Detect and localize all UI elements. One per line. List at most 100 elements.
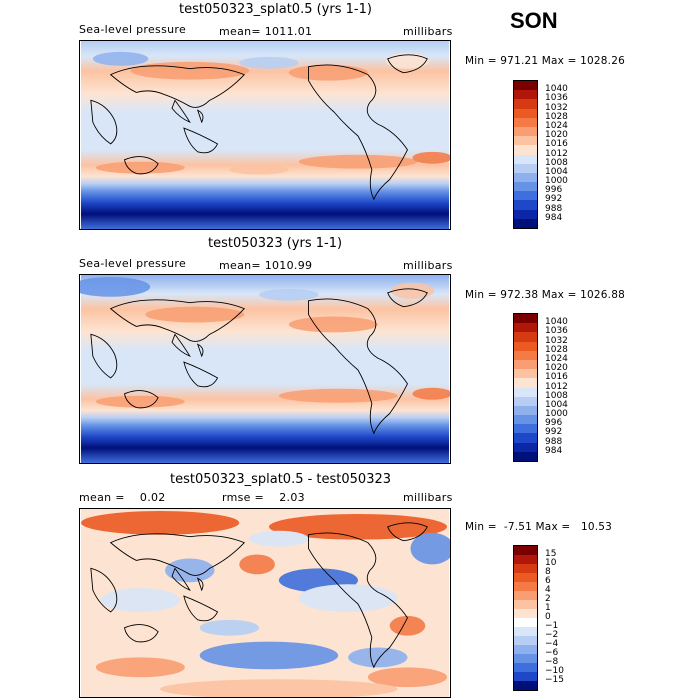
panel-1-colorbar-label: 1008: [545, 157, 568, 168]
panel-2-colorbar-label: 1000: [545, 409, 568, 420]
panel-1-colorbar-label: 1004: [545, 166, 568, 177]
panel-1-variable-label: Sea-level pressure: [79, 23, 187, 36]
panel-2-colorbar-swatch: [514, 314, 537, 324]
panel-1-colorbar-label: 992: [545, 194, 563, 205]
panel-1-mean-label: mean= 1011.01: [219, 25, 313, 38]
panel-3-colorbar-label: 0: [545, 612, 551, 622]
panel-3-colorbar-label: 8: [545, 567, 551, 577]
panel-1-contour-field: [80, 41, 450, 229]
panel-2-colorbar-swatch: [514, 415, 537, 425]
panel-1-colorbar-swatch: [514, 81, 537, 91]
panel-1-colorbar-label: 1028: [545, 111, 568, 122]
panel-3-colorbar-label: 6: [545, 576, 551, 586]
panel-2-mean-label: mean= 1010.99: [219, 259, 313, 272]
panel-3-colorbar-swatch: [514, 636, 537, 645]
panel-3-minmax: Min = -7.51 Max = 10.53: [465, 521, 613, 533]
panel-1-colorbar-label: 1040: [545, 84, 568, 95]
panel-1-title: test050323_splat0.5 (yrs 1-1): [179, 2, 372, 17]
panel-3-colorbar-swatch: [514, 681, 537, 690]
panel-2-colorbar-label: 1004: [545, 399, 568, 410]
panel-1-colorbar-swatch: [514, 108, 537, 118]
panel-3-colorbar-label: 15: [545, 549, 557, 559]
panel-2-colorbar-swatch: [514, 405, 537, 416]
panel-3-contour-field: [80, 509, 450, 697]
panel-1-colorbar-swatch: [514, 209, 537, 219]
panel-3-colorbar-swatch: [514, 663, 537, 672]
panel-3-colorbar-label: −10: [545, 666, 564, 676]
panel-3-colorbar-swatch: [514, 627, 537, 636]
panel-1-colorbar-swatch: [514, 191, 537, 201]
panel-2-colorbar-label: 1036: [545, 326, 568, 337]
panel-1-colorbar-swatch: [514, 117, 537, 127]
panel-2-colorbar-swatch: [514, 369, 537, 379]
panel-3-colorbar-label: −6: [545, 648, 559, 658]
panel-1-colorbar-swatch: [514, 99, 537, 109]
panel-3-colorbar-swatch: [514, 645, 537, 654]
panel-1-colorbar-swatch: [514, 145, 537, 155]
panel-1-colorbar-label: 984: [545, 212, 563, 223]
panel-3-mean-label: mean = 0.02: [79, 491, 166, 504]
panel-2-colorbar-swatch: [514, 424, 537, 434]
panel-3-colorbar-swatch: [514, 555, 537, 564]
panel-2-map: [79, 274, 451, 464]
panel-2-colorbar-label: 1028: [545, 344, 568, 355]
panel-2-colorbar-swatch: [514, 323, 537, 333]
panel-1-colorbar-label: 1032: [545, 102, 568, 113]
panel-1-minmax: Min = 971.21 Max = 1028.26: [465, 55, 625, 67]
panel-2-colorbar-label: 1024: [545, 353, 568, 364]
panel-3-colorbar-swatch: [514, 591, 537, 600]
panel-3-colorbar-label: −2: [545, 630, 559, 640]
panel-2-variable-label: Sea-level pressure: [79, 257, 187, 270]
panel-2-colorbar-label: 996: [545, 418, 563, 429]
panel-1-colorbar-swatch: [514, 154, 537, 164]
panel-2-colorbar-swatch: [514, 332, 537, 342]
panel-3-colorbar-label: −1: [545, 621, 559, 631]
panel-3-colorbar-label: −4: [545, 639, 559, 649]
panel-3-colorbar-swatch: [514, 582, 537, 591]
panel-3-colorbar-swatch: [514, 564, 537, 573]
panel-1-colorbar-label: 1036: [545, 93, 568, 104]
panel-3-title: test050323_splat0.5 - test050323: [170, 472, 392, 487]
panel-1-colorbar-label: 1024: [545, 120, 568, 131]
panel-1-map: [79, 40, 451, 230]
panel-3-colorbar-label: 2: [545, 594, 551, 604]
panel-2-colorbar-label: 1020: [545, 363, 568, 374]
panel-1-colorbar-label: 988: [545, 203, 563, 214]
panel-1-colorbar-swatch: [514, 126, 537, 137]
panel-3-map: [79, 508, 451, 698]
panel-2-colorbar-label: 988: [545, 436, 563, 447]
season-label: SON: [510, 8, 558, 33]
panel-3-colorbar-label: 4: [545, 585, 551, 595]
panel-1-colorbar-swatches: [513, 80, 538, 229]
panel-1-units-label: millibars: [403, 25, 453, 38]
panel-3-colorbar-label: 10: [545, 558, 557, 568]
panel-2-contour-field: [80, 275, 450, 463]
panel-1-colorbar-swatch: [514, 182, 537, 192]
panel-1-colorbar-swatch: [514, 136, 537, 146]
panel-2-minmax: Min = 972.38 Max = 1026.88: [465, 289, 625, 301]
panel-1-colorbar-label: 1000: [545, 176, 568, 187]
panel-2-colorbar-swatch: [514, 396, 537, 406]
panel-1-colorbar-swatch: [514, 90, 537, 100]
panel-2-colorbar-swatch: [514, 359, 537, 370]
panel-2-colorbar-swatches: [513, 313, 538, 462]
panel-3-colorbar-swatch: [514, 609, 537, 618]
panel-2-title: test050323 (yrs 1-1): [208, 236, 343, 251]
panel-1-colorbar-label: 996: [545, 185, 563, 196]
panel-3-colorbar-label: −15: [545, 675, 564, 685]
panel-2-units-label: millibars: [403, 259, 453, 272]
panel-2-colorbar-label: 1016: [545, 372, 568, 383]
panel-2-colorbar-label: 1012: [545, 381, 568, 392]
panel-2-colorbar-swatch: [514, 451, 537, 461]
panel-3-colorbar-swatch: [514, 618, 537, 627]
panel-1-colorbar-swatch: [514, 218, 537, 228]
panel-3-colorbar-swatches: [513, 545, 538, 691]
panel-2-colorbar-label: 992: [545, 427, 563, 438]
panel-2-colorbar-swatch: [514, 378, 537, 388]
panel-1-colorbar-label: 1020: [545, 130, 568, 141]
panel-1-colorbar-label: 1016: [545, 139, 568, 150]
panel-3-colorbar-label: 1: [545, 603, 551, 613]
panel-2-colorbar-label: 984: [545, 445, 563, 456]
panel-3-units-label: millibars: [403, 491, 453, 504]
panel-3-colorbar-swatch: [514, 654, 537, 663]
